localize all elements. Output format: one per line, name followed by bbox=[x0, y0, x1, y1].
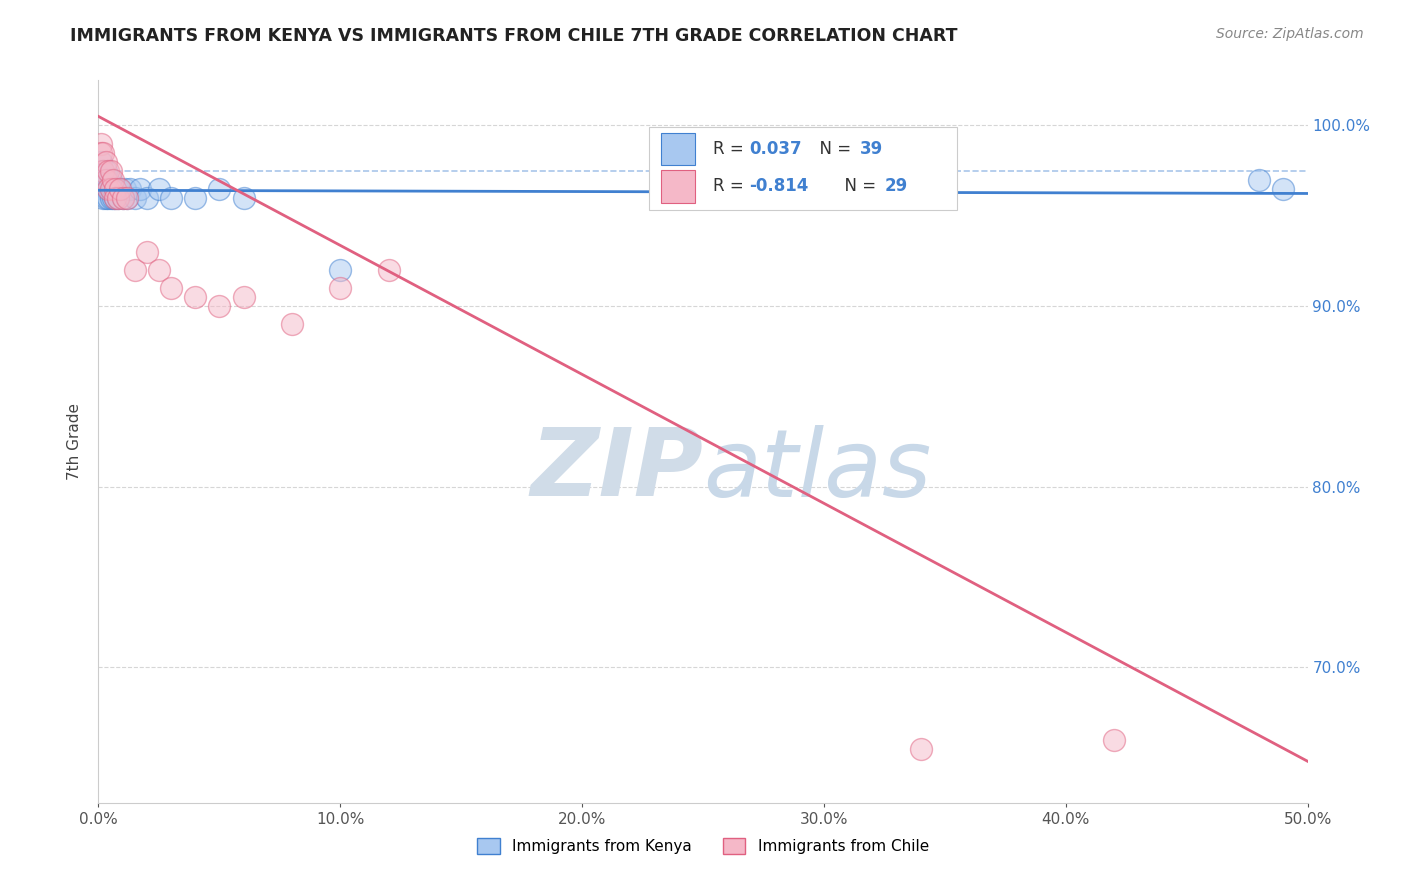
Point bbox=[107, 191, 129, 205]
Point bbox=[97, 181, 120, 195]
Text: atlas: atlas bbox=[703, 425, 931, 516]
Point bbox=[104, 181, 127, 195]
Point bbox=[232, 290, 254, 304]
Point bbox=[160, 281, 183, 295]
Point bbox=[100, 163, 122, 178]
Point bbox=[111, 191, 134, 205]
Point bbox=[107, 181, 129, 195]
Point bbox=[160, 191, 183, 205]
Point bbox=[329, 263, 352, 277]
Point bbox=[91, 163, 114, 178]
Point bbox=[100, 191, 122, 205]
FancyBboxPatch shape bbox=[648, 128, 957, 211]
Point bbox=[97, 172, 120, 186]
Point bbox=[124, 191, 146, 205]
Point bbox=[111, 191, 134, 205]
Point bbox=[100, 181, 122, 195]
Point bbox=[100, 172, 122, 186]
Point bbox=[232, 191, 254, 205]
Point bbox=[90, 154, 112, 169]
Point bbox=[104, 191, 127, 205]
Point bbox=[118, 181, 141, 195]
Point bbox=[108, 181, 131, 195]
Point bbox=[94, 154, 117, 169]
Text: N =: N = bbox=[810, 140, 856, 158]
Point bbox=[101, 181, 124, 195]
Point bbox=[124, 263, 146, 277]
Point bbox=[90, 163, 112, 178]
Point bbox=[101, 191, 124, 205]
Point bbox=[281, 317, 304, 331]
Point bbox=[91, 181, 114, 195]
Point bbox=[117, 191, 139, 205]
Point bbox=[104, 181, 127, 195]
Point bbox=[91, 163, 114, 178]
Point bbox=[97, 191, 120, 205]
Text: ZIP: ZIP bbox=[530, 425, 703, 516]
Point bbox=[90, 172, 112, 186]
Text: 0.037: 0.037 bbox=[749, 140, 801, 158]
Point bbox=[148, 263, 170, 277]
Point bbox=[1249, 172, 1271, 186]
Point bbox=[117, 191, 139, 205]
Point bbox=[184, 191, 207, 205]
Point bbox=[100, 181, 122, 195]
Point bbox=[1102, 732, 1125, 747]
Point bbox=[148, 181, 170, 195]
Text: -0.814: -0.814 bbox=[749, 178, 808, 195]
Point bbox=[135, 244, 157, 259]
Point bbox=[90, 136, 112, 151]
Y-axis label: 7th Grade: 7th Grade bbox=[67, 403, 83, 480]
Point bbox=[128, 181, 150, 195]
Point bbox=[91, 145, 114, 160]
Text: R =: R = bbox=[713, 178, 748, 195]
Point bbox=[94, 163, 117, 178]
Point bbox=[910, 741, 932, 756]
Point bbox=[1272, 181, 1295, 195]
Text: 39: 39 bbox=[860, 140, 883, 158]
Point bbox=[94, 172, 117, 186]
Point bbox=[107, 191, 129, 205]
Point bbox=[101, 172, 124, 186]
Text: R =: R = bbox=[713, 140, 748, 158]
Point bbox=[97, 163, 120, 178]
Text: 29: 29 bbox=[884, 178, 908, 195]
Text: Source: ZipAtlas.com: Source: ZipAtlas.com bbox=[1216, 27, 1364, 41]
Point bbox=[97, 181, 120, 195]
Point bbox=[329, 281, 352, 295]
Point bbox=[184, 290, 207, 304]
Point bbox=[108, 181, 131, 195]
Point bbox=[135, 191, 157, 205]
Point bbox=[94, 172, 117, 186]
Point bbox=[94, 191, 117, 205]
Point bbox=[208, 299, 231, 313]
Point bbox=[208, 181, 231, 195]
Point bbox=[91, 172, 114, 186]
Point bbox=[114, 181, 136, 195]
Point bbox=[90, 145, 112, 160]
Bar bbox=[661, 133, 695, 165]
Point bbox=[91, 191, 114, 205]
Text: IMMIGRANTS FROM KENYA VS IMMIGRANTS FROM CHILE 7TH GRADE CORRELATION CHART: IMMIGRANTS FROM KENYA VS IMMIGRANTS FROM… bbox=[70, 27, 957, 45]
Point bbox=[94, 181, 117, 195]
Legend: Immigrants from Kenya, Immigrants from Chile: Immigrants from Kenya, Immigrants from C… bbox=[471, 832, 935, 860]
Bar bbox=[661, 170, 695, 202]
Point bbox=[377, 263, 399, 277]
Point bbox=[104, 191, 127, 205]
Text: N =: N = bbox=[834, 178, 882, 195]
